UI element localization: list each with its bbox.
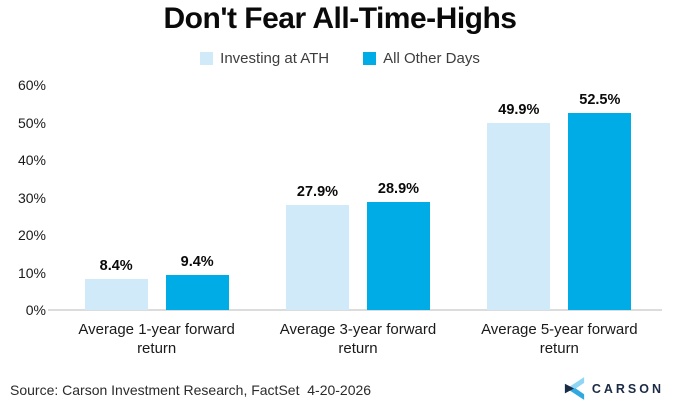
bar-all-other-days — [165, 274, 229, 310]
x-axis-category-label: Average 5-year forward return — [481, 321, 638, 357]
bar-with-label: 8.4% — [84, 257, 148, 310]
legend-label: Investing at ATH — [220, 50, 330, 67]
carson-chevron-icon — [564, 377, 584, 400]
y-axis: 0% 10% 20% 30% 40% 50% 60% — [0, 77, 46, 318]
bar-with-label: 27.9% — [285, 184, 349, 310]
carson-logo-text: CARSON — [591, 381, 664, 396]
bar-with-label: 9.4% — [165, 253, 229, 310]
bar-investing-at-ath — [285, 205, 349, 310]
bar-investing-at-ath — [487, 122, 551, 310]
x-axis-category-label: Average 3-year forward return — [279, 321, 437, 357]
legend-item-investing-at-ath: Investing at ATH — [200, 50, 329, 67]
bar-value-label: 28.9% — [377, 180, 420, 197]
x-axis-category-label: Average 1-year forward return — [78, 321, 235, 357]
bar-group: 8.4% 9.4% — [56, 85, 257, 310]
y-axis-tick-label: 60% — [17, 77, 46, 93]
bar-group: 49.9% 52.5% — [459, 85, 660, 310]
bar-value-label: 49.9% — [498, 101, 540, 118]
bar-all-other-days — [366, 201, 430, 310]
chart-title: Don't Fear All-Time-Highs — [163, 2, 518, 35]
x-axis-labels: Average 1-year forward return Average 3-y… — [56, 320, 660, 358]
bar-with-label: 28.9% — [366, 180, 430, 310]
bar-with-label: 49.9% — [487, 101, 551, 310]
bar-group: 27.9% 28.9% — [257, 85, 458, 310]
bar-all-other-days — [568, 113, 632, 310]
bar-with-label: 52.5% — [568, 92, 632, 310]
bar-value-label: 8.4% — [99, 257, 133, 274]
x-axis-baseline — [48, 309, 662, 311]
bar-value-label: 27.9% — [296, 184, 339, 201]
y-axis-tick-label: 50% — [17, 114, 46, 131]
y-axis-tick-label: 0% — [25, 302, 46, 318]
y-axis-tick-label: 40% — [17, 152, 46, 168]
legend-item-all-other-days: All Other Days — [363, 50, 480, 67]
y-axis-tick-label: 10% — [17, 264, 46, 281]
chart-legend: Investing at ATH All Other Days — [0, 50, 680, 67]
legend-swatch-light-blue — [200, 52, 214, 65]
y-axis-tick-label: 30% — [17, 189, 46, 206]
bar-investing-at-ath — [84, 278, 148, 310]
y-axis-tick-label: 20% — [17, 227, 46, 243]
plot-area: 8.4% 9.4% 27.9% 28.9% 49.9% 52.5% — [56, 85, 660, 310]
carson-logo: CARSON — [564, 377, 664, 400]
source-note: Source: Carson Investment Research, Fact… — [10, 382, 372, 398]
legend-label: All Other Days — [383, 50, 480, 67]
bar-value-label: 52.5% — [579, 92, 621, 109]
legend-swatch-bright-blue — [363, 52, 377, 65]
bar-value-label: 9.4% — [180, 253, 214, 270]
